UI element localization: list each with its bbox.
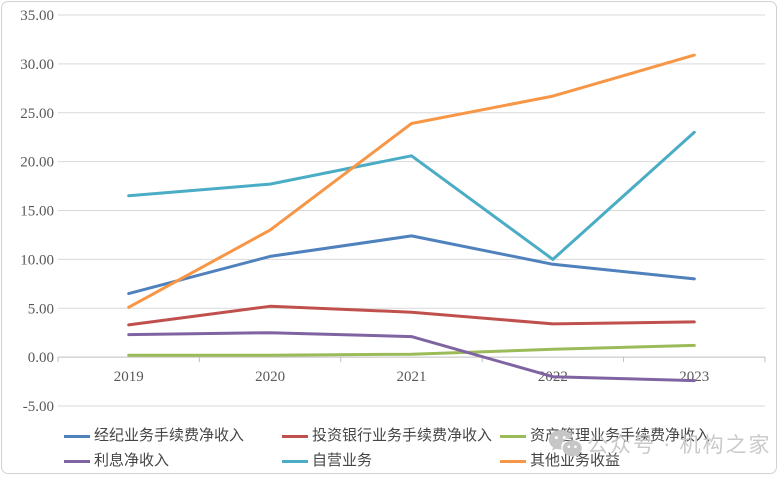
legend-label: 其他业务收益 xyxy=(530,453,621,469)
line-chart: 35.00 30.00 25.00 20.00 15.00 10.00 5.00 0.00 -5… xyxy=(20,8,766,412)
legend-swatch-icon xyxy=(64,435,90,438)
legend-label: 投资银行业务手续费净收入 xyxy=(312,428,493,444)
x-axis-tick-label: 2020 xyxy=(255,369,285,385)
chart-legend: 经纪业务手续费净收入 投资银行业务手续费净收入 资产管理业务手续费净收入利息净收入 自… xyxy=(64,424,718,474)
legend-item-5: 其他业务收益 xyxy=(500,454,718,469)
legend-swatch-icon xyxy=(500,460,526,463)
legend-item-2: 资产管理业务手续费净收入 xyxy=(500,429,718,444)
series-line-4 xyxy=(127,130,696,261)
y-axis-tick-label: 25.00 xyxy=(20,106,54,122)
legend-swatch-icon xyxy=(64,460,90,463)
legend-item-3: 利息净收入 xyxy=(64,454,282,469)
legend-label: 资产管理业务手续费净收入 xyxy=(530,428,711,444)
x-axis-tick-label: 2021 xyxy=(397,369,427,385)
x-axis-tick-label: 2019 xyxy=(114,369,144,385)
series-line-3 xyxy=(127,331,696,383)
legend-label: 利息净收入 xyxy=(94,453,170,469)
y-axis-tick-label: 5.00 xyxy=(28,301,54,317)
legend-swatch-icon xyxy=(282,435,308,438)
legend-item-0: 经纪业务手续费净收入 xyxy=(64,429,282,444)
y-axis-tick-label: 35.00 xyxy=(20,8,54,24)
y-axis-tick-label: 0.00 xyxy=(28,350,54,366)
legend-label: 经纪业务手续费净收入 xyxy=(94,428,245,444)
series-line-2 xyxy=(127,343,696,357)
series-line-5 xyxy=(127,53,696,309)
series-line-0 xyxy=(127,234,696,296)
y-axis-tick-label: 10.00 xyxy=(20,252,54,268)
y-axis-tick-label: -5.00 xyxy=(23,399,54,412)
legend-swatch-icon xyxy=(500,435,526,438)
y-axis-tick-label: 30.00 xyxy=(20,57,54,73)
x-axis-tick-label: 2023 xyxy=(679,369,709,385)
series-line-1 xyxy=(127,304,696,327)
legend-item-1: 投资银行业务手续费净收入 xyxy=(282,429,500,444)
legend-label: 自营业务 xyxy=(312,453,373,469)
legend-swatch-icon xyxy=(282,460,308,463)
legend-item-4: 自营业务 xyxy=(282,454,500,469)
y-axis-tick-label: 20.00 xyxy=(20,155,54,171)
y-axis-tick-label: 15.00 xyxy=(20,204,54,220)
